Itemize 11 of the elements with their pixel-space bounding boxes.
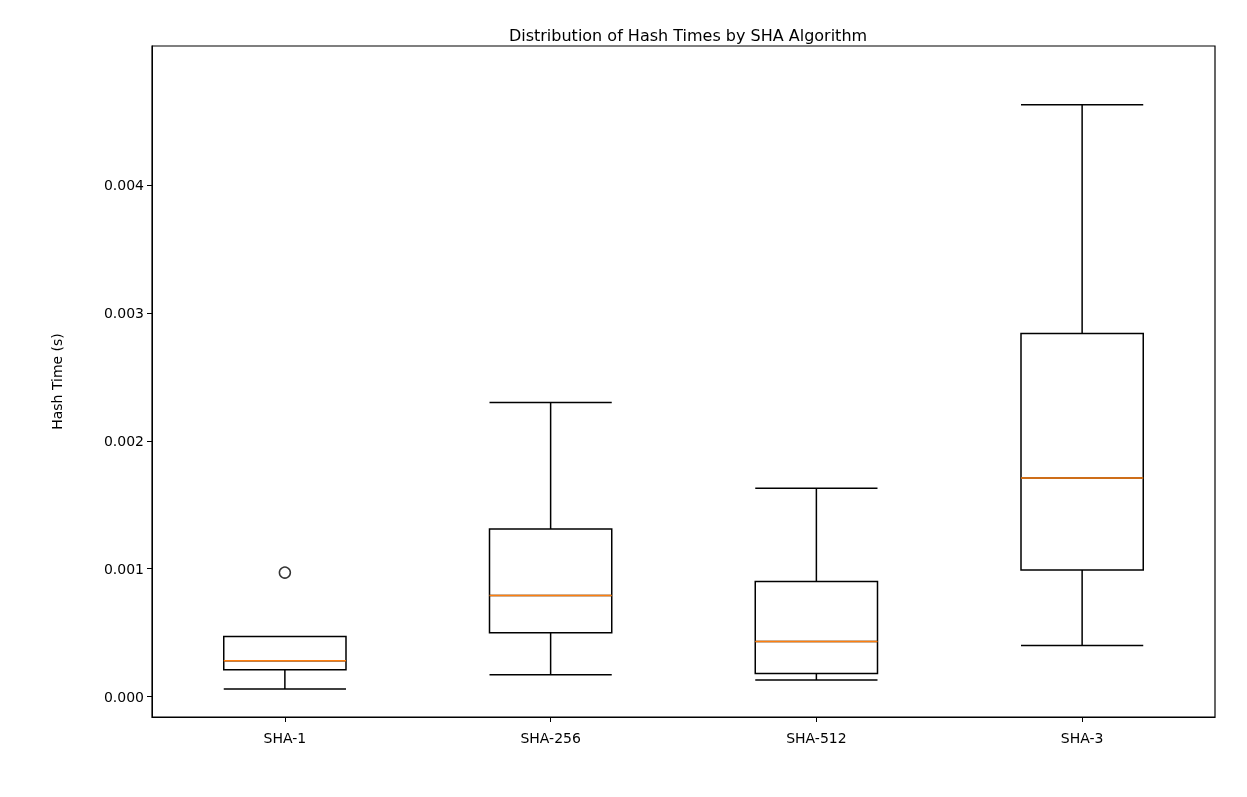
y-tick-label: 0.001 — [103, 560, 144, 577]
chart-title: Distribution of Hash Times by SHA Algorithm — [508, 25, 868, 45]
x-tick-label: SHA-256 — [520, 730, 581, 746]
y-tick-label: 0.004 — [103, 177, 145, 194]
x-tick-label: SHA-1 — [263, 730, 307, 746]
x-tick-label: SHA-512 — [786, 730, 847, 746]
x-tick-label: SHA-3 — [1060, 730, 1104, 746]
y-axis-title: Hash Time (s) — [49, 333, 65, 430]
y-tick-label: 0.002 — [103, 432, 144, 449]
y-tick-label: 0.000 — [103, 688, 144, 705]
y-tick-label: 0.003 — [103, 305, 144, 322]
